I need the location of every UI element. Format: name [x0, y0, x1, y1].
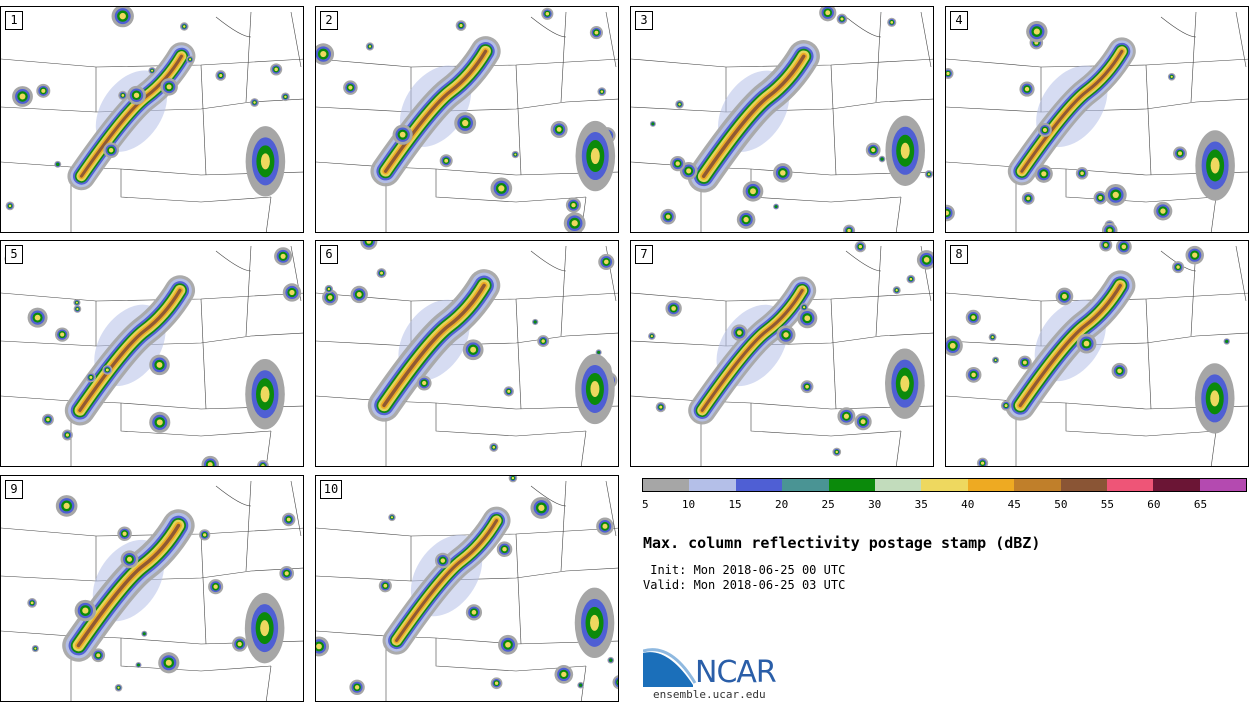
- website-url: ensemble.ucar.edu: [653, 688, 766, 701]
- panel-number: 7: [635, 245, 653, 264]
- reflectivity-map: [316, 241, 618, 466]
- reflectivity-map: [1, 7, 303, 232]
- map-panel-9: 9: [0, 475, 304, 702]
- colorbar-swatch: [689, 479, 736, 491]
- colorbar-swatch: [1153, 479, 1200, 491]
- panel-number: 3: [635, 11, 653, 30]
- colorbar-swatch: [1199, 479, 1247, 491]
- map-panel-1: 1: [0, 6, 304, 233]
- colorbar-tick-label: 25: [821, 498, 835, 511]
- reflectivity-map: [316, 7, 618, 232]
- reflectivity-map: [631, 7, 933, 232]
- map-panel-2: 2: [315, 6, 619, 233]
- colorbar-tick-label: 30: [868, 498, 882, 511]
- colorbar-tick-label: 15: [728, 498, 742, 511]
- valid-time: Valid: Mon 2018-06-25 03 UTC: [643, 578, 846, 592]
- reflectivity-map: [631, 241, 933, 466]
- colorbar-ticks: 5 10 15 20 25 30 35 40 45 50 55 60 65: [642, 498, 1247, 512]
- map-panel-7: 7: [630, 240, 934, 467]
- colorbar-tick-label: 65: [1193, 498, 1208, 511]
- colorbar-tick-label: 50: [1054, 498, 1068, 511]
- colorbar-tick-label: 35: [914, 498, 928, 511]
- panel-number: 5: [5, 245, 23, 264]
- panel-number: 1: [5, 11, 23, 30]
- colorbar-swatch: [1060, 479, 1107, 491]
- map-panel-6: 6: [315, 240, 619, 467]
- colorbar-tick-label: 45: [1007, 498, 1021, 511]
- reflectivity-map: [316, 476, 618, 701]
- reflectivity-map: [1, 245, 303, 466]
- map-panel-10: 10: [315, 475, 619, 702]
- colorbar-tick-label: 10: [681, 498, 696, 511]
- colorbar-tick-label: 20: [774, 498, 789, 511]
- colorbar-tick-label: 60: [1147, 498, 1161, 511]
- map-panel-4: 4: [945, 6, 1249, 233]
- colorbar-tick-label: 40: [961, 498, 975, 511]
- logo-text: NCAR: [695, 655, 777, 690]
- reflectivity-map: [946, 11, 1248, 232]
- reflectivity-colorbar: [642, 478, 1247, 492]
- map-panel-8: 8: [945, 240, 1249, 467]
- panel-number: 9: [5, 480, 23, 499]
- colorbar-tick-label: 5: [642, 498, 649, 511]
- panel-number: 4: [950, 11, 968, 30]
- ncar-logo-icon: [643, 648, 697, 687]
- panel-number: 8: [950, 245, 968, 264]
- map-panel-3: 3: [630, 6, 934, 233]
- figure-title: Max. column reflectivity postage stamp (…: [643, 534, 1041, 552]
- reflectivity-map: [946, 241, 1248, 466]
- colorbar-swatch: [735, 479, 783, 491]
- colorbar-swatch: [874, 479, 922, 491]
- colorbar-tick-label: 55: [1100, 498, 1114, 511]
- map-panel-5: 5: [0, 240, 304, 467]
- colorbar-swatch: [1106, 479, 1154, 491]
- colorbar-swatch: [921, 479, 968, 491]
- colorbar-swatch: [967, 479, 1015, 491]
- panel-number: 2: [320, 11, 338, 30]
- reflectivity-map: [1, 480, 303, 701]
- colorbar-swatch: [1014, 479, 1061, 491]
- colorbar-swatch: [643, 479, 690, 491]
- panel-number: 6: [320, 245, 338, 264]
- colorbar-swatch: [828, 479, 875, 491]
- colorbar-swatch: [782, 479, 829, 491]
- init-time: Init: Mon 2018-06-25 00 UTC: [643, 563, 846, 577]
- panel-number: 10: [320, 480, 342, 499]
